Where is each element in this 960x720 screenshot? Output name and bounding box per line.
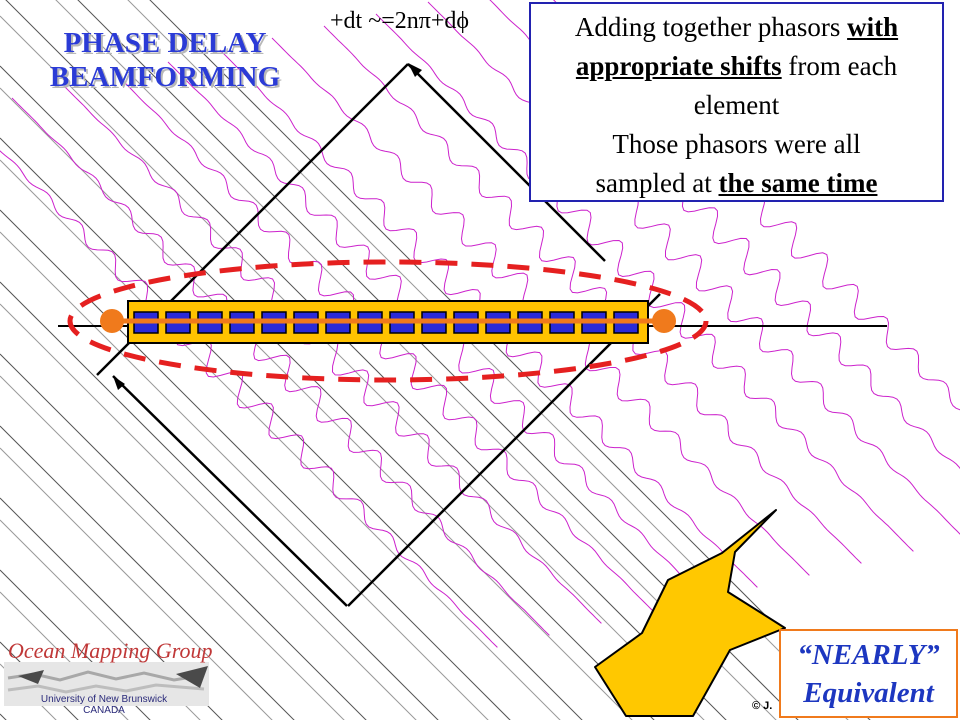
phasor-wave	[375, 13, 914, 552]
equivalence-arrow	[594, 509, 786, 717]
phasor-wave	[427, 1, 960, 535]
page-title: PHASE DELAY BEAMFORMING	[30, 26, 300, 94]
wavefront-line	[0, 425, 295, 720]
arrow-shaft-top	[407, 63, 606, 262]
beam-edge-bottom	[347, 293, 661, 607]
wavefront-line	[0, 281, 439, 720]
array-endpoint-left	[100, 309, 124, 333]
wavefront-line	[0, 447, 273, 720]
info-text-1a: Adding together phasors	[574, 12, 848, 42]
logo-university: University of New Brunswick	[40, 694, 168, 705]
arrowhead-bottom	[113, 376, 125, 390]
wavefront-line	[0, 87, 633, 720]
title-line-1: PHASE DELAY	[63, 27, 267, 59]
info-line-4: Those phasors were all	[612, 129, 861, 159]
arrowhead-top	[408, 63, 422, 77]
logo-subtitle: University of New Brunswick CANADA	[4, 694, 204, 716]
logo-title: Ocean Mapping Group	[8, 638, 213, 663]
phasor-waves	[0, 0, 960, 648]
info-line-1: Adding together phasors with	[531, 8, 942, 47]
info-line-3: element	[693, 90, 780, 120]
info-emph-shifts: appropriate shifts	[575, 51, 782, 81]
array-endpoint-right	[652, 309, 676, 333]
info-line-2: appropriate shifts from each	[531, 47, 942, 86]
info-emph-with: with	[847, 12, 899, 42]
wavefront-line	[0, 303, 417, 720]
array-ellipse	[67, 259, 709, 383]
wavefront-line	[0, 353, 367, 720]
wavefront-line	[0, 375, 345, 720]
logo-country: CANADA	[83, 705, 125, 716]
info-line-5: sampled at the same time	[531, 164, 942, 203]
info-text-5a: sampled at	[595, 168, 719, 198]
nearly-label: “NEARLY”	[797, 639, 940, 671]
wavefront-line	[0, 15, 705, 720]
phasor-wave	[323, 25, 862, 564]
phasor-wave	[11, 97, 550, 636]
wavefront-line	[0, 65, 655, 720]
arrow-shaft-bottom	[112, 375, 348, 607]
wavefront-line	[0, 209, 511, 720]
logo-graphic	[4, 662, 209, 706]
copyright-text: © J.	[752, 700, 773, 712]
wavefront-line	[0, 231, 489, 720]
info-text-2b: from each	[781, 51, 898, 81]
wavefront-line	[0, 137, 583, 720]
wavefront-line	[0, 497, 223, 720]
equivalent-label: Equivalent	[803, 677, 934, 709]
phase-formula: +dt ~=2nπ+dϕ	[330, 8, 470, 34]
title-line-2: BEAMFORMING	[49, 61, 281, 93]
phasor-wave	[63, 85, 602, 624]
info-box: Adding together phasors with appropriate…	[529, 2, 944, 202]
nearly-equivalent-box: “NEARLY” Equivalent	[779, 629, 958, 718]
phasor-wave	[115, 73, 654, 612]
info-emph-same-time: the same time	[718, 168, 878, 198]
ocean-mapping-logo: Ocean Mapping Group University of New Br…	[4, 634, 230, 718]
